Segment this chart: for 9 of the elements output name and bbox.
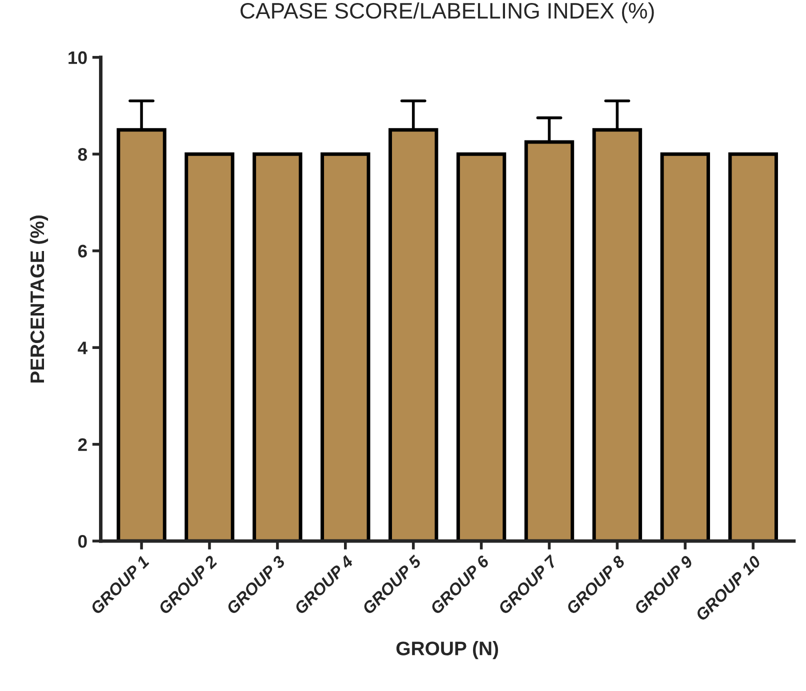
y-tick-label: 10 — [68, 51, 87, 64]
chart-title: CAPASE SCORE/LABELLING INDEX (%) — [240, 2, 654, 24]
y-tick-label: 6 — [78, 244, 87, 258]
y-tick-label: 4 — [78, 342, 88, 354]
y-tick-label: 8 — [78, 148, 88, 161]
y-tick-label: 2 — [78, 438, 87, 451]
y-tick-label: 0 — [78, 534, 87, 548]
y-axis-title: PERCENTAGE (%) — [30, 216, 48, 383]
x-axis-title: GROUP (N) — [396, 641, 498, 660]
